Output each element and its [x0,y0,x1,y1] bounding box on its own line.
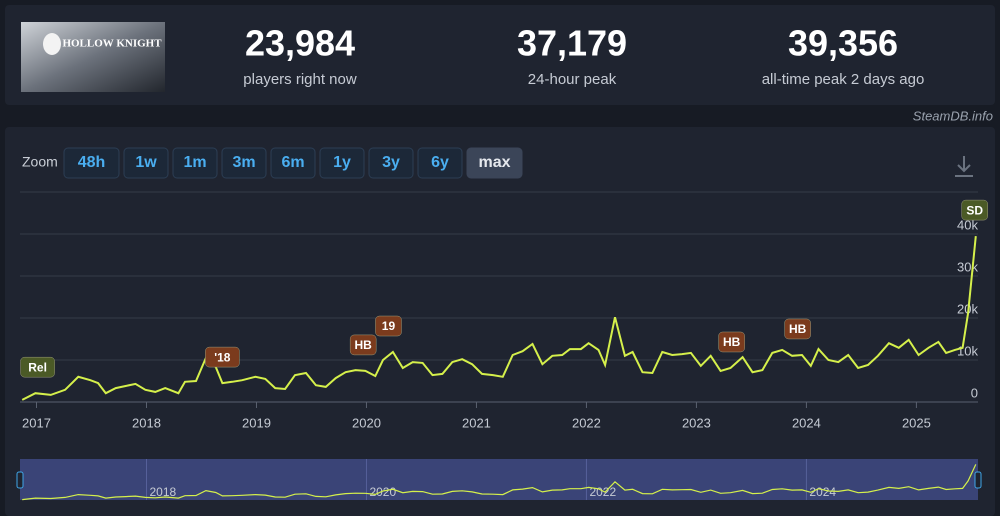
zoom-button-label[interactable]: max [478,154,510,171]
x-tick-label: 2025 [902,415,931,430]
stat-value: 39,356 [788,23,898,64]
x-tick-label: 2024 [792,415,821,430]
zoom-button-label[interactable]: 48h [78,154,106,171]
event-label[interactable]: '18 [214,350,231,364]
stat-value: 37,179 [517,23,627,64]
navigator[interactable] [20,459,978,500]
stat-label: players right now [243,71,357,88]
zoom-button-label[interactable]: 1y [333,154,351,171]
zoom-button[interactable] [466,147,523,179]
event-label[interactable]: HB [354,338,372,352]
zoom-button[interactable] [270,147,316,179]
event-marker[interactable] [718,331,745,353]
zoom-button-label[interactable]: 3y [382,154,400,171]
y-tick-label: 30k [957,259,978,274]
game-logo [21,22,165,92]
navigator-tick-label: 2020 [369,485,396,499]
zoom-button[interactable] [319,147,365,179]
y-tick-label: 10k [957,343,978,358]
source-label: SteamDB.info [913,108,993,123]
y-tick-label: 0 [971,385,978,400]
zoom-button-label[interactable]: 6m [281,154,304,171]
x-tick-label: 2021 [462,415,491,430]
navigator-tick-label: 2022 [589,485,616,499]
zoom-button[interactable] [123,147,169,179]
navigator-tick-label: 2024 [809,485,836,499]
stat-label: all-time peak 2 days ago [762,71,925,88]
zoom-button[interactable] [368,147,414,179]
event-label[interactable]: HB [789,322,807,336]
zoom-button[interactable] [221,147,267,179]
event-marker[interactable] [205,346,240,368]
navigator-line [22,464,977,501]
event-marker[interactable] [784,318,811,340]
chart-panel [5,127,995,516]
event-marker[interactable] [20,356,55,378]
x-tick-label: 2018 [132,415,161,430]
x-tick-label: 2017 [22,415,51,430]
stats-panel [5,5,995,105]
zoom-button-label[interactable]: 1w [135,154,157,171]
zoom-button-label[interactable]: 6y [431,154,449,171]
event-marker[interactable] [349,334,377,356]
stat-value: 23,984 [245,23,355,64]
event-marker[interactable] [375,315,402,337]
logo-text: HOLLOW KNIGHT [62,38,162,50]
event-label[interactable]: Rel [28,360,47,374]
zoom-button[interactable] [417,147,463,179]
zoom-button[interactable] [63,147,120,179]
x-tick-label: 2023 [682,415,711,430]
zoom-button-label[interactable]: 1m [183,154,206,171]
x-tick-label: 2020 [352,415,381,430]
event-label[interactable]: HB [723,335,741,349]
event-marker[interactable] [961,199,988,221]
zoom-label: Zoom [22,154,58,170]
navigator-tick-label: 2018 [149,485,176,499]
event-label[interactable]: SD [966,203,983,217]
navigator-handle[interactable] [16,471,24,489]
x-tick-label: 2019 [242,415,271,430]
zoom-button-label[interactable]: 3m [232,154,255,171]
event-label[interactable]: 19 [382,319,396,333]
player-line [21,236,977,401]
stat-label: 24-hour peak [528,71,617,88]
navigator-handle[interactable] [974,471,982,489]
logo-knight [43,33,61,55]
zoom-button[interactable] [172,147,218,179]
y-tick-label: 40k [957,217,978,232]
download-icon[interactable] [955,156,973,177]
x-tick-label: 2022 [572,415,601,430]
